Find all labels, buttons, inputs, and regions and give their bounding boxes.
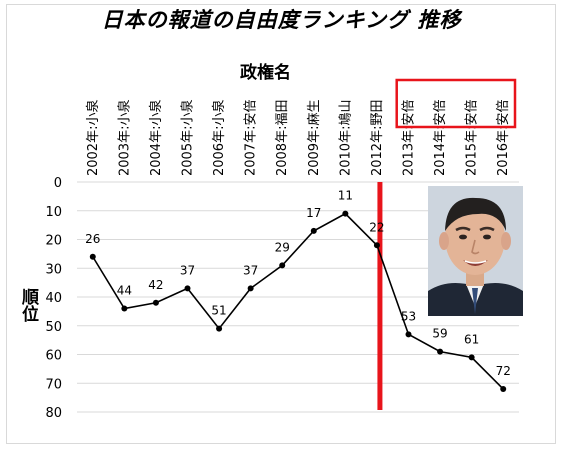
x-category-label: 2015年:安倍 <box>465 100 480 176</box>
data-label: 44 <box>117 284 132 298</box>
data-label: 29 <box>275 240 290 254</box>
y-tick-label: 10 <box>45 205 62 220</box>
x-category-label: 2012年:野田 <box>370 100 385 176</box>
data-label: 51 <box>211 304 226 318</box>
data-point <box>500 386 507 392</box>
y-tick-label: 20 <box>45 234 62 249</box>
x-category-label: 2002年:小泉 <box>85 100 101 176</box>
data-point <box>184 285 191 292</box>
data-label: 26 <box>85 232 100 246</box>
data-label: 11 <box>338 189 353 203</box>
data-point <box>310 227 317 234</box>
data-point <box>342 210 349 217</box>
y-tick-label: 50 <box>45 320 62 335</box>
data-label: 53 <box>401 309 416 323</box>
x-category-label: 2008年:福田 <box>275 100 290 176</box>
data-label: 42 <box>148 278 163 292</box>
data-label: 59 <box>432 327 447 341</box>
y-axis-title: 順位 <box>18 288 38 322</box>
y-tick-label: 70 <box>45 377 62 392</box>
x-category-label: 2009年:麻生 <box>307 100 322 176</box>
data-label: 17 <box>306 206 321 220</box>
y-tick-label: 40 <box>45 291 62 306</box>
x-axis-title: 政権名 <box>240 63 291 83</box>
data-label: 72 <box>496 364 511 378</box>
x-category-label: 2003年:小泉 <box>116 100 132 176</box>
data-label: 22 <box>369 220 384 234</box>
x-category-label: 2013年:安倍 <box>402 100 417 176</box>
data-point <box>405 331 412 338</box>
x-category-label: 2004年:小泉 <box>148 100 164 176</box>
highlight-box <box>395 78 517 129</box>
y-tick-label: 0 <box>54 176 62 191</box>
data-point <box>468 354 475 361</box>
data-label: 37 <box>243 263 258 277</box>
portrait-photo <box>428 186 523 316</box>
data-point <box>89 253 96 260</box>
x-category-label: 2005年:小泉 <box>180 100 196 176</box>
x-category-label: 2010年:鳩山 <box>338 100 353 176</box>
data-point <box>121 305 128 312</box>
data-point <box>216 325 223 332</box>
data-point <box>279 262 286 269</box>
x-category-label: 2007年:安倍 <box>244 100 259 176</box>
series-line <box>92 212 504 390</box>
data-point <box>247 285 254 292</box>
data-point <box>437 348 444 355</box>
data-point <box>373 242 380 249</box>
y-tick-label: 80 <box>45 406 62 421</box>
data-label: 61 <box>464 332 479 346</box>
x-category-label: 2016年:安倍 <box>496 100 511 176</box>
data-point <box>152 299 159 306</box>
y-tick-label: 60 <box>45 349 62 364</box>
y-tick-label: 30 <box>45 262 62 277</box>
x-category-label: 2006年:小泉 <box>211 100 227 176</box>
data-label: 37 <box>180 263 195 277</box>
chart-title: 日本の報道の自由度ランキング 推移 <box>101 8 462 32</box>
x-category-label: 2014年:安倍 <box>433 100 448 176</box>
